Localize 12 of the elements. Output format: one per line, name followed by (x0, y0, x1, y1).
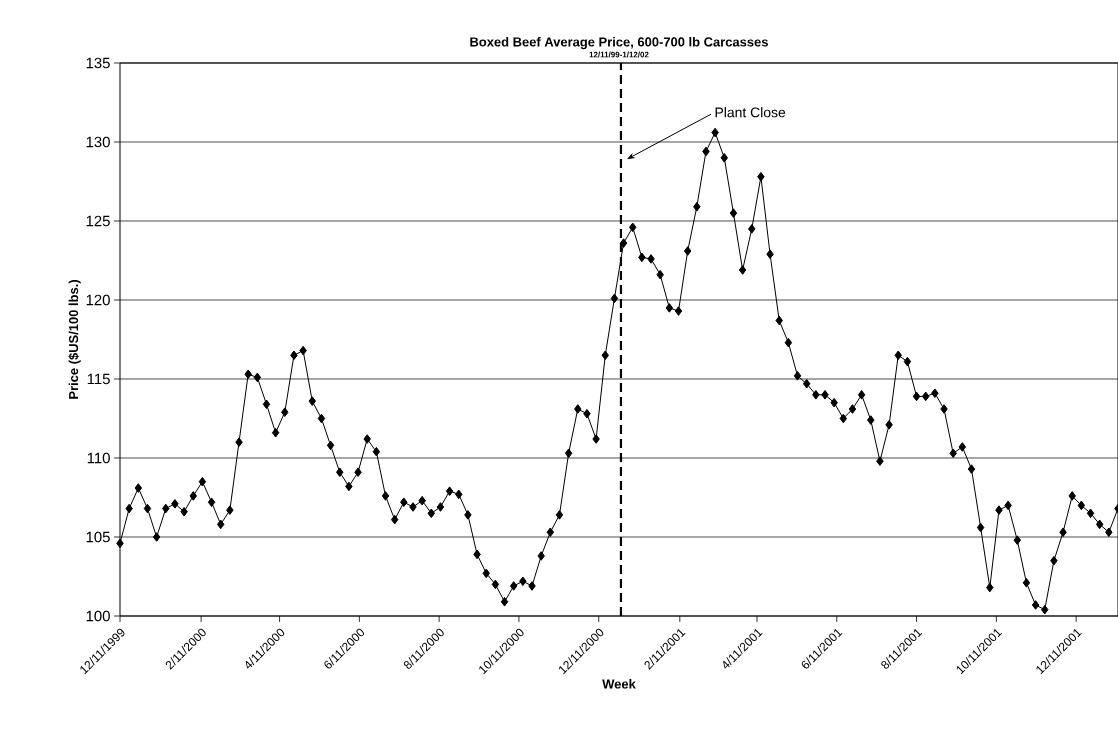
y-tick-label: 105 (86, 531, 110, 543)
ref-line-label: Plant Close (715, 107, 786, 118)
x-axis-title: Week (602, 679, 636, 689)
chart-title: Boxed Beef Average Price, 600-700 lb Carcasses (470, 36, 768, 50)
y-tick-label: 125 (86, 215, 110, 227)
y-tick-label: 135 (86, 57, 110, 69)
y-tick-label: 130 (86, 136, 110, 148)
y-axis-title: Price ($US/100 lbs.) (68, 280, 81, 399)
y-tick-label: 120 (86, 294, 110, 306)
y-tick-label: 100 (86, 610, 110, 622)
y-tick-label: 115 (87, 373, 110, 385)
y-tick-label: 110 (87, 452, 110, 464)
